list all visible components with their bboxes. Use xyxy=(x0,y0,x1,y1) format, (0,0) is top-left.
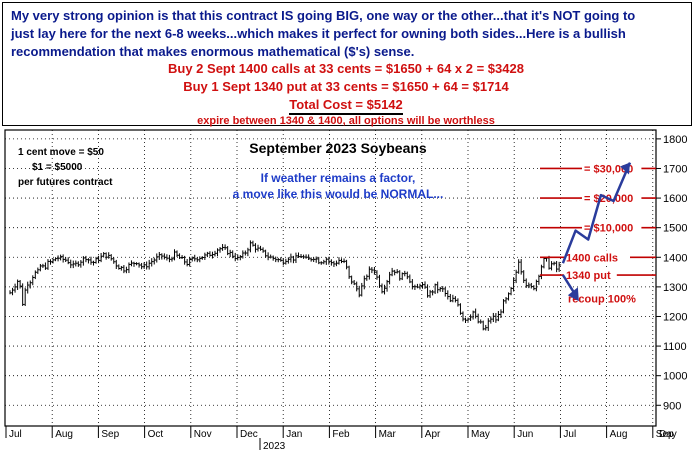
projection-up-arrowhead xyxy=(620,162,630,175)
x-month-label-12: Jul xyxy=(563,429,576,440)
y-tick-label-7: 1600 xyxy=(663,193,687,205)
annotation-label-5: recoup 100% xyxy=(568,294,636,306)
plot-frame xyxy=(4,129,657,427)
projection-arrows xyxy=(561,162,632,302)
x-month-label-9: Apr xyxy=(425,429,441,440)
x-month-label-14: Sep xyxy=(656,429,674,440)
x-year-label: 2023 xyxy=(263,441,286,452)
grid-lines xyxy=(5,130,656,426)
projection-up-line xyxy=(561,162,632,264)
x-month-label-7: Feb xyxy=(332,429,350,440)
x-month-label-10: May xyxy=(471,429,490,440)
y-axis: 900 1000 1100 1200 1300 1400 1500 1600 1700 1800 xyxy=(656,134,687,412)
buy-calls-line: Buy 2 Sept 1400 calls at 33 cents = $165… xyxy=(168,61,524,76)
header-line-2: just lay here for the next 6-8 weeks...w… xyxy=(11,26,626,41)
y-tick-label-2: 1100 xyxy=(663,341,687,353)
annotation-label-2: = $10,000 xyxy=(584,223,633,235)
y-tick-label-0: 900 xyxy=(663,400,681,412)
expire-note: expire between 1340 & 1400, all options … xyxy=(197,115,495,127)
y-tick-label-5: 1400 xyxy=(663,252,687,264)
annotation-label-bg-1 xyxy=(582,191,642,205)
y-tick-label-4: 1300 xyxy=(663,282,687,294)
chart-title: September 2023 Soybeans xyxy=(249,140,427,156)
header-line-1: My very strong opinion is that this cont… xyxy=(11,8,636,23)
y-tick-label-1: 1000 xyxy=(663,371,687,383)
buy-put-line: Buy 1 Sept 1340 put at 33 cents = $1650 … xyxy=(183,79,509,94)
x-month-label-0: Jul xyxy=(9,429,22,440)
x-month-label-2: Sep xyxy=(101,429,119,440)
annotation-label-bg-3 xyxy=(564,250,630,264)
annotation-label-bg-2 xyxy=(582,220,642,234)
x-month-label-5: Dec xyxy=(240,429,258,440)
y-tick-label-8: 1700 xyxy=(663,163,687,175)
x-month-label-1: Aug xyxy=(55,429,73,440)
price-bars xyxy=(9,240,562,331)
annotation-label-3: 1400 calls xyxy=(566,252,618,264)
total-cost-text: Total Cost = $5142 xyxy=(289,97,403,115)
y-tick-label-9: 1800 xyxy=(663,134,687,146)
x-month-label-13: Aug xyxy=(610,429,628,440)
x-month-label-8: Mar xyxy=(379,429,397,440)
x-month-label-6: Jan xyxy=(286,429,302,440)
weather-note-1: If weather remains a factor, xyxy=(261,171,416,185)
note-cent: 1 cent move = $50 xyxy=(18,147,104,158)
projection-down-arrowhead xyxy=(567,287,579,302)
y-tick-label-6: 1500 xyxy=(663,223,687,235)
note-per-contract: per futures contract xyxy=(18,177,113,188)
x-month-label-11: Jun xyxy=(517,429,533,440)
annotation-label-bg-4 xyxy=(564,268,617,282)
annotation-label-4: 1340 put xyxy=(566,270,611,282)
header-panel: My very strong opinion is that this cont… xyxy=(2,2,692,127)
y-tick-label-3: 1200 xyxy=(663,311,687,323)
x-month-label-3: Oct xyxy=(148,429,164,440)
x-axis: Jul Aug Sep Oct Nov Dec Jan Feb Mar Apr May Jun Jul A… xyxy=(5,426,677,452)
total-cost-line: Total Cost = $5142 xyxy=(3,97,689,115)
weather-note-2: a move like this would be NORMAL... xyxy=(233,187,444,201)
x-axis-day-label: Day xyxy=(659,429,677,440)
x-month-label-4: Nov xyxy=(194,429,212,440)
note-dollar: $1 = $5000 xyxy=(32,162,83,173)
header-line-3: recommendation that makes enormous mathe… xyxy=(11,44,415,59)
